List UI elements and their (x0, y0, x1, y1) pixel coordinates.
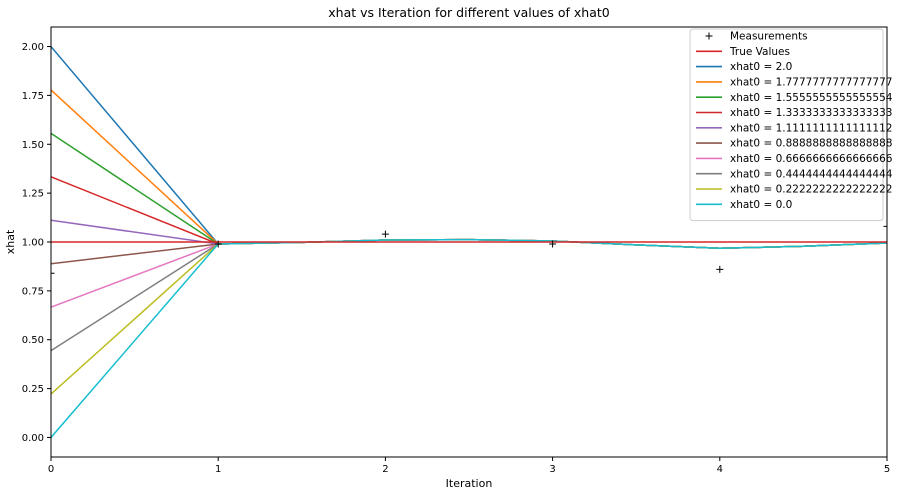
series-line-6 (51, 238, 887, 308)
y-tick-label: 2.00 (22, 42, 44, 53)
measurement-point (549, 240, 557, 248)
y-tick-label: 1.00 (22, 238, 44, 249)
y-axis-label: xhat (4, 229, 17, 254)
legend-label: xhat0 = 0.6666666666666666 (730, 153, 893, 165)
x-axis-label: Iteration (446, 477, 493, 490)
x-tick-label: 0 (48, 464, 54, 475)
series-line-8 (51, 238, 887, 395)
legend-label: True Values (729, 46, 790, 58)
measurement-point (716, 265, 724, 273)
legend-label: xhat0 = 2.0 (730, 61, 792, 73)
y-tick-label: 1.25 (22, 189, 44, 200)
series-line-9 (51, 238, 887, 438)
legend-marker (705, 32, 713, 40)
series-line-7 (51, 238, 887, 352)
series-line-4 (51, 219, 887, 250)
x-tick-label: 4 (717, 464, 723, 475)
x-tick-label: 2 (382, 464, 388, 475)
legend-label: xhat0 = 0.2222222222222222 (730, 184, 892, 196)
measurement-point (214, 240, 222, 248)
y-tick-label: 1.50 (22, 140, 44, 151)
measurement-point (51, 269, 55, 277)
y-tick-label: 0.00 (22, 433, 44, 444)
y-tick-label: 0.75 (22, 286, 44, 297)
plot-area (51, 46, 887, 438)
x-tick-label: 1 (215, 464, 221, 475)
legend-label: xhat0 = 1.7777777777777777 (730, 77, 892, 89)
y-tick-label: 1.75 (22, 91, 44, 102)
y-axis: 0.00 0.25 0.50 0.75 1.00 1.25 1.50 1.75 2.00 (22, 42, 51, 444)
chart-title: xhat vs Iteration for different values o… (328, 5, 609, 20)
legend: Measurements True Values xhat0 = 2.0 xhat0 … (689, 28, 893, 222)
legend-label: xhat0 = 1.3333333333333333 (730, 107, 892, 119)
legend-box (689, 28, 884, 222)
y-tick-label: 0.50 (22, 335, 44, 346)
x-tick-label: 3 (549, 464, 555, 475)
y-tick-label: 0.25 (22, 384, 44, 395)
legend-label: xhat0 = 1.1111111111111112 (730, 122, 892, 134)
measurement-point (381, 230, 389, 238)
legend-label: xhat0 = 0.0 (730, 199, 792, 211)
x-tick-label: 5 (884, 464, 890, 475)
measurement-point (883, 222, 887, 230)
x-axis: 0 1 2 3 4 5 (48, 457, 890, 475)
legend-label: xhat0 = 0.4444444444444444 (730, 168, 893, 180)
legend-label: xhat0 = 1.5555555555555554 (730, 92, 893, 104)
legend-label: xhat0 = 0.8888888888888888 (730, 138, 892, 150)
legend-label: Measurements (730, 31, 808, 43)
